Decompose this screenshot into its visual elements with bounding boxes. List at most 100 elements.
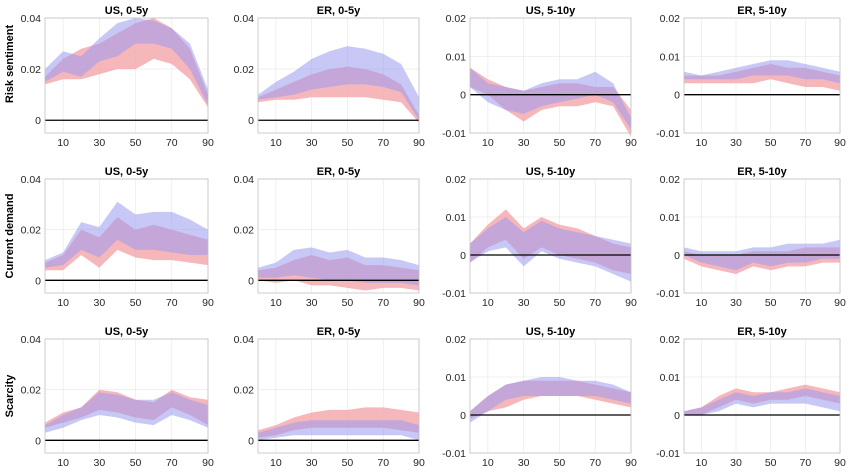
band-upper xyxy=(258,247,419,286)
y-tick-label: 0.04 xyxy=(234,174,255,186)
y-tick-label: 0.02 xyxy=(234,64,255,76)
panel-title: US, 0-5y xyxy=(105,326,149,338)
x-tick-label: 10 xyxy=(57,137,69,149)
x-tick-label: 30 xyxy=(730,457,742,469)
row-label-risk-sentiment: Risk sentiment xyxy=(4,25,16,104)
x-tick-label: 30 xyxy=(306,137,318,149)
axes-frame xyxy=(469,338,632,454)
y-tick-label: -0.01 xyxy=(442,448,466,460)
x-tick-label: 30 xyxy=(518,297,530,309)
x-tick-label: 10 xyxy=(57,457,69,469)
x-tick-label: 50 xyxy=(342,297,354,309)
x-tick-label: 50 xyxy=(130,297,142,309)
axes-frame xyxy=(44,338,209,454)
y-tick-label: 0 xyxy=(460,250,466,262)
x-tick-label: 50 xyxy=(342,457,354,469)
y-tick-label: -0.01 xyxy=(656,128,680,140)
band-upper xyxy=(258,46,419,121)
band-upper xyxy=(45,18,208,105)
panel-title: US, 5-10y xyxy=(526,326,576,338)
x-tick-label: 90 xyxy=(413,137,425,149)
panel-1-3: -0.01 0 0.01 0.02 10 30 50 70 90 ER, 5-10y xyxy=(656,166,846,309)
panel-title: ER, 5-10y xyxy=(737,166,787,178)
x-tick-label: 90 xyxy=(625,457,637,469)
band-upper xyxy=(45,201,208,268)
x-tick-label: 50 xyxy=(342,137,354,149)
x-tick-label: 90 xyxy=(202,137,214,149)
x-tick-label: 30 xyxy=(518,137,530,149)
y-tick-label: 0.04 xyxy=(21,334,42,346)
y-tick-label: 0.02 xyxy=(446,334,467,346)
y-tick-label: 0 xyxy=(674,250,680,262)
axes-frame xyxy=(257,178,420,294)
row-label-scarcity: Scarcity xyxy=(4,374,16,418)
axes-frame xyxy=(683,338,841,454)
band-upper xyxy=(684,60,840,84)
axes-frame xyxy=(683,17,841,134)
panel-title: ER, 0-5y xyxy=(317,5,361,17)
x-tick-label: 90 xyxy=(625,137,637,149)
x-tick-label: 70 xyxy=(799,297,811,309)
x-tick-label: 50 xyxy=(765,297,777,309)
x-tick-label: 70 xyxy=(589,457,601,469)
x-tick-label: 70 xyxy=(166,457,178,469)
x-tick-label: 30 xyxy=(518,457,530,469)
y-tick-label: 0.01 xyxy=(660,51,681,63)
x-tick-label: 70 xyxy=(377,297,389,309)
x-tick-label: 30 xyxy=(730,297,742,309)
axes-frame xyxy=(44,178,209,294)
band-upper xyxy=(470,217,631,282)
x-tick-label: 10 xyxy=(57,297,69,309)
y-tick-label: 0.01 xyxy=(660,212,681,224)
x-tick-label: 70 xyxy=(589,137,601,149)
panel-1-2: -0.01 0 0.01 0.02 10 30 50 70 90 US, 5-10y xyxy=(442,166,637,309)
axes-frame xyxy=(469,178,632,294)
x-tick-label: 90 xyxy=(834,457,846,469)
band-upper xyxy=(470,67,631,130)
x-tick-label: 90 xyxy=(413,297,425,309)
x-tick-label: 70 xyxy=(377,457,389,469)
y-tick-label: 0 xyxy=(35,435,41,447)
x-tick-label: 70 xyxy=(589,297,601,309)
x-tick-label: 70 xyxy=(377,137,389,149)
axes-frame xyxy=(469,17,632,134)
panel-2-2: -0.01 0 0.01 0.02 10 30 50 70 90 US, 5-10y xyxy=(442,326,637,469)
x-tick-label: 10 xyxy=(695,297,707,309)
x-tick-label: 10 xyxy=(482,137,494,149)
x-tick-label: 10 xyxy=(482,457,494,469)
y-tick-label: -0.01 xyxy=(656,288,680,300)
x-tick-label: 30 xyxy=(93,457,105,469)
x-tick-label: 10 xyxy=(270,137,282,149)
panel-0-0: 0 0.02 0.04 10 30 50 70 90 US, 0-5y xyxy=(21,5,214,149)
x-tick-label: 50 xyxy=(554,457,566,469)
x-tick-label: 50 xyxy=(765,457,777,469)
x-tick-label: 30 xyxy=(93,297,105,309)
y-tick-label: 0.02 xyxy=(446,13,467,25)
x-tick-label: 70 xyxy=(799,137,811,149)
x-tick-label: 10 xyxy=(695,457,707,469)
panel-2-1: 0 0.02 0.04 10 30 50 70 90 ER, 0-5y xyxy=(234,326,425,469)
y-tick-label: 0 xyxy=(674,90,680,102)
x-tick-label: 90 xyxy=(202,297,214,309)
y-tick-label: 0.02 xyxy=(446,174,467,186)
band-upper xyxy=(470,377,631,423)
y-tick-label: 0.01 xyxy=(660,372,681,384)
y-tick-label: -0.01 xyxy=(656,448,680,460)
axes-frame xyxy=(683,178,841,294)
panel-title: ER, 5-10y xyxy=(737,5,787,17)
y-tick-label: 0.02 xyxy=(660,334,681,346)
x-tick-label: 70 xyxy=(166,137,178,149)
x-tick-label: 50 xyxy=(130,457,142,469)
row-label-current-demand: Current demand xyxy=(4,194,16,279)
band-upper xyxy=(45,392,208,433)
x-tick-label: 10 xyxy=(695,137,707,149)
y-tick-label: 0 xyxy=(248,275,254,287)
x-tick-label: 70 xyxy=(799,457,811,469)
x-tick-label: 30 xyxy=(93,137,105,149)
y-tick-label: 0.04 xyxy=(21,13,42,25)
x-tick-label: 90 xyxy=(413,457,425,469)
x-tick-label: 10 xyxy=(270,297,282,309)
y-tick-label: 0.02 xyxy=(660,174,681,186)
y-tick-label: 0 xyxy=(460,410,466,422)
